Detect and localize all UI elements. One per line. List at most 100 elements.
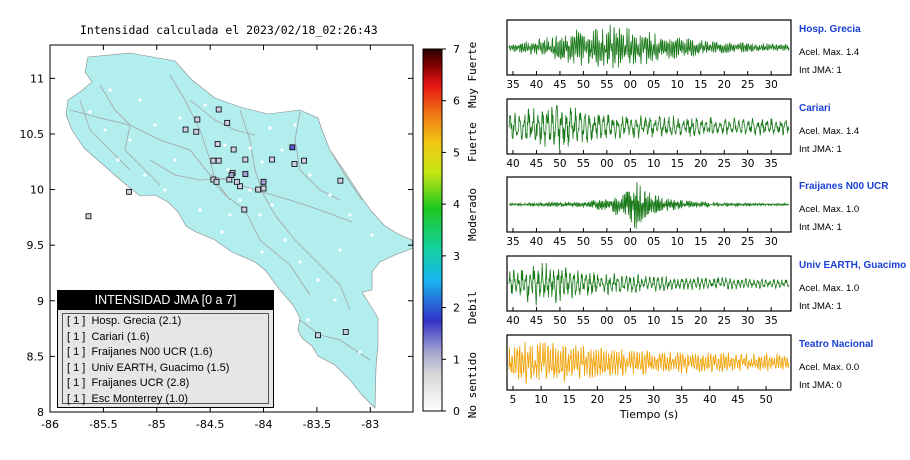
station-marker[interactable] (342, 329, 349, 335)
colorbar-category-label: Fuerte (466, 122, 479, 162)
station-marker[interactable] (241, 206, 248, 213)
station-marker[interactable] (291, 161, 298, 167)
station-name: Fraijanes N00 UCR (799, 181, 889, 192)
waveform-x-tick-label: 55 (577, 158, 590, 170)
waveform-trace (508, 24, 790, 69)
waveform-x-tick-label: 40 (506, 158, 519, 170)
waveform-x-tick-label: 35 (506, 79, 519, 91)
station-marker[interactable] (260, 185, 267, 192)
station-marker[interactable] (301, 157, 308, 164)
waveform-x-tick-label: 10 (534, 394, 547, 406)
station-max-accel: Acel. Max. 0.0 (799, 362, 860, 373)
town-marker (226, 168, 230, 172)
map-y-tick-label: 8 (37, 406, 44, 419)
station-marker[interactable] (242, 171, 249, 177)
legend-row: [ 1 ] Fraijanes N00 UCR (1.6) (67, 346, 213, 358)
town-marker (333, 298, 337, 302)
map-y-tick-label: 9.5 (27, 239, 45, 252)
station-marker[interactable] (215, 157, 222, 164)
town-marker (88, 110, 92, 114)
town-marker (298, 260, 302, 264)
station-marker[interactable] (193, 128, 200, 135)
station-marker[interactable] (230, 146, 237, 153)
station-marker[interactable] (233, 178, 240, 185)
waveform-x-tick-label: 40 (506, 315, 519, 327)
legend-title: INTENSIDAD JMA [0 a 7] (58, 291, 273, 310)
town-marker (248, 188, 252, 192)
station-marker[interactable] (228, 172, 235, 179)
map-x-tick-label: -85 (148, 418, 166, 431)
town-marker (280, 148, 284, 152)
town-marker (308, 173, 312, 177)
station-marker[interactable] (214, 141, 221, 147)
waveform-x-tick-label: 50 (759, 394, 772, 406)
station-marker[interactable] (210, 157, 217, 164)
legend-row: [ 1 ] Esc Monterrey (1.0) (67, 392, 189, 405)
town-marker (198, 208, 202, 212)
station-name: Cariari (799, 103, 831, 114)
station-jma-intensity: Int JMA: 0 (799, 380, 842, 391)
map-title: Intensidad calculada el 2023/02/18_02:26… (80, 23, 378, 37)
station-marker[interactable] (242, 156, 249, 163)
waveform-x-tick-label: 55 (577, 315, 590, 327)
station-marker[interactable] (182, 126, 189, 133)
station-marker[interactable] (224, 119, 231, 126)
waveform-x-tick-label: 25 (718, 315, 731, 327)
waveform-x-tick-label: 15 (671, 315, 684, 327)
map-x-tick-label: -85.5 (89, 418, 117, 431)
station-marker[interactable] (85, 213, 92, 220)
station-marker[interactable] (260, 178, 267, 185)
town-marker (108, 88, 112, 92)
station-marker[interactable] (269, 156, 275, 163)
waveform-x-tick-label: 35 (675, 394, 688, 406)
station-marker[interactable] (315, 332, 321, 339)
map-x-tick-label: -84 (255, 418, 273, 431)
town-marker (223, 143, 227, 147)
legend-row: [ 1 ] Univ EARTH, Guacimo (1.5) (67, 361, 230, 374)
waveform-x-axis-title: Tiempo (s) (619, 408, 678, 421)
station-marker[interactable] (237, 183, 243, 190)
colorbar-tick-label: 0 (453, 405, 460, 418)
waveform-x-tick-label: 40 (530, 236, 543, 248)
map-y-tick-label: 11 (30, 72, 44, 85)
town-marker (128, 138, 132, 142)
town-marker (260, 250, 264, 254)
waveform-x-tick-label: 15 (671, 158, 684, 170)
colorbar-category-label: Debil (466, 291, 479, 324)
station-marker[interactable] (337, 177, 344, 184)
waveform-x-tick-label: 40 (530, 79, 543, 91)
waveform-trace (508, 104, 790, 150)
legend-row: [ 1 ] Hosp. Grecia (2.1) (67, 315, 182, 327)
station-marker[interactable] (289, 144, 296, 151)
waveform-x-tick-label: 15 (694, 236, 707, 248)
station-marker[interactable] (213, 178, 220, 185)
station-jma-intensity: Int JMA: 1 (799, 222, 842, 233)
waveform-x-tick-label: 30 (764, 236, 777, 248)
waveform-x-tick-label: 30 (741, 158, 754, 170)
town-marker (283, 238, 287, 242)
station-marker[interactable] (126, 188, 132, 195)
town-marker (293, 123, 297, 127)
waveform-x-tick-label: 50 (553, 315, 566, 327)
town-marker (358, 350, 362, 354)
station-marker[interactable] (194, 116, 201, 123)
waveform-x-tick-label: 10 (647, 315, 660, 327)
station-marker[interactable] (255, 186, 262, 193)
town-marker (260, 160, 264, 164)
waveform-x-tick-label: 20 (591, 394, 604, 406)
station-marker[interactable] (215, 106, 222, 113)
waveform-x-tick-label: 00 (600, 315, 613, 327)
colorbar-tick-label: 2 (453, 302, 460, 315)
waveform-trace (508, 341, 790, 385)
town-marker (173, 158, 177, 162)
station-jma-intensity: Int JMA: 1 (799, 144, 842, 155)
town-marker (268, 126, 272, 130)
colorbar-tick-label: 5 (453, 146, 460, 159)
waveform-x-tick-label: 20 (718, 236, 731, 248)
station-jma-intensity: Int JMA: 1 (799, 301, 842, 312)
legend-row: [ 1 ] Cariari (1.6) (67, 330, 150, 343)
colorbar-tick-label: 1 (453, 353, 460, 366)
town-marker (316, 278, 320, 282)
waveform-x-tick-label: 45 (553, 236, 566, 248)
waveform-x-tick-label: 30 (647, 394, 660, 406)
